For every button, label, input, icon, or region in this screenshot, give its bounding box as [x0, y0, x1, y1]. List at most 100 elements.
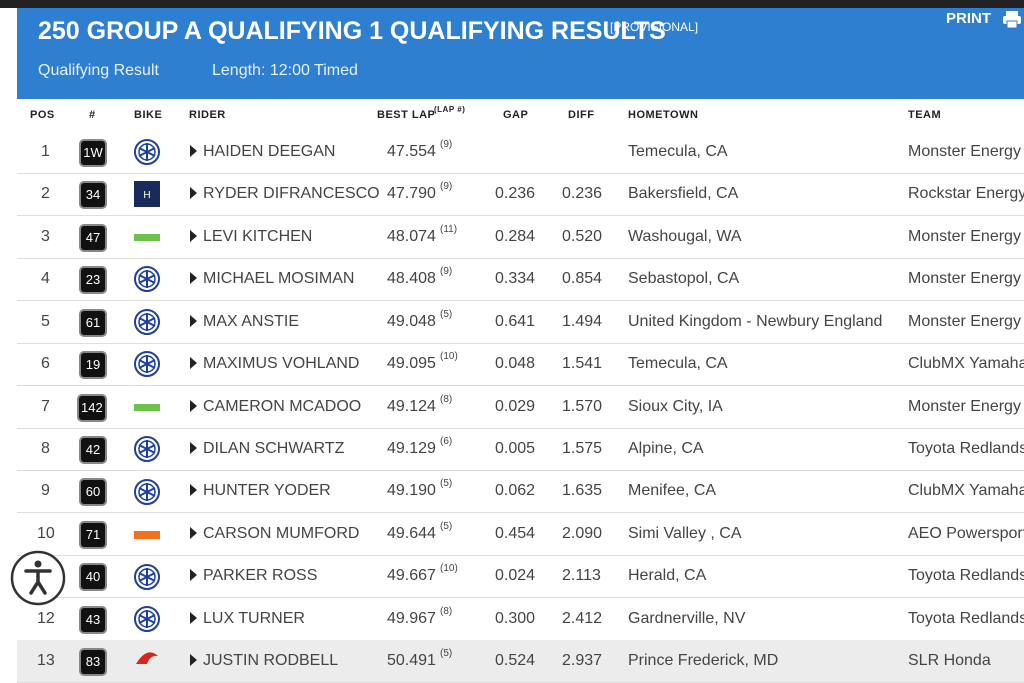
- print-button[interactable]: PRINT: [946, 10, 991, 27]
- rider-number: 34: [79, 181, 107, 210]
- position: 2: [41, 185, 50, 203]
- col-header: BEST LAP: [377, 109, 436, 121]
- lap-number: (5): [440, 520, 453, 532]
- rider-number: 42: [79, 435, 107, 464]
- rider-name: LEVI KITCHEN: [203, 227, 313, 245]
- header: [17, 8, 1024, 99]
- diff: 0.520: [562, 227, 603, 245]
- expand-arrow: [190, 145, 197, 157]
- length: Length: 12:00 Timed: [212, 62, 358, 79]
- expand-arrow: [190, 187, 197, 200]
- position: 12: [37, 609, 55, 627]
- gap: 0.048: [495, 355, 536, 373]
- best-lap: 50.491: [387, 652, 436, 670]
- gap: 0.454: [495, 524, 536, 542]
- team: SLR Honda: [908, 652, 991, 670]
- hometown: Herald, CA: [628, 567, 707, 585]
- lap-number: (9): [440, 139, 453, 150]
- table-row: 1 1W HAIDEN DEEGAN 47.554 (9) Temecula, CA Mon…: [17, 131, 1024, 174]
- team: Monster Energy: [908, 397, 1021, 415]
- rider-name: LUX TURNER: [203, 609, 305, 627]
- print-icon[interactable]: [1002, 10, 1022, 30]
- team: ClubMX Yamaha: [908, 355, 1024, 373]
- rider-name: MAXIMUS VOHLAND: [203, 355, 360, 373]
- position: 7: [41, 397, 50, 415]
- best-lap: 49.644: [387, 524, 436, 542]
- gap: 0.334: [495, 270, 536, 288]
- rider-number: 142: [77, 393, 107, 422]
- best-lap: 49.967: [387, 609, 436, 627]
- rider-name: RYDER DIFRANCESCO: [203, 185, 380, 203]
- hometown: Sioux City, IA: [628, 397, 723, 415]
- position: 8: [41, 439, 50, 457]
- subtitle: Qualifying Result: [38, 62, 159, 79]
- team: Monster Energy: [908, 312, 1021, 330]
- best-lap: 47.554: [387, 143, 436, 160]
- lap-number: (5): [440, 308, 453, 320]
- rider-name: MICHAEL MOSIMAN: [203, 270, 355, 288]
- expand-arrow: [190, 441, 197, 454]
- position: 1: [41, 143, 50, 160]
- col-header: GAP: [503, 109, 529, 121]
- col-header: POS: [30, 109, 55, 121]
- expand-arrow: [190, 526, 197, 539]
- position: 13: [37, 652, 55, 670]
- best-lap: 49.667: [387, 567, 436, 585]
- lap-number: (6): [440, 435, 453, 447]
- hometown: Washougal, WA: [628, 227, 742, 245]
- best-lap: 48.408: [387, 270, 436, 288]
- expand-arrow: [190, 357, 197, 370]
- best-lap: 49.095: [387, 355, 436, 373]
- rider-number: 1W: [79, 139, 107, 167]
- hometown: Gardnerville, NV: [628, 609, 746, 627]
- rider-number: 19: [79, 351, 107, 380]
- position: 11: [37, 567, 54, 585]
- gap: 0.062: [495, 482, 536, 500]
- position: 4: [41, 270, 50, 288]
- lap-number: (5): [440, 478, 453, 490]
- col-header: HOMETOWN: [628, 109, 699, 121]
- rider-name: CAMERON MCADOO: [203, 397, 362, 415]
- rider-number: 43: [79, 605, 107, 634]
- hometown: Bakersfield, CA: [628, 185, 739, 203]
- diff: 0.236: [562, 185, 603, 203]
- rider-number: 47: [79, 223, 107, 252]
- gap: 0.029: [495, 397, 536, 415]
- hometown: Sebastopol, CA: [628, 270, 740, 288]
- gap: 0.005: [495, 439, 536, 457]
- expand-arrow: [190, 611, 197, 624]
- rider-name: DILAN SCHWARTZ: [203, 439, 345, 457]
- expand-arrow: [190, 314, 197, 327]
- rider-name: MAX ANSTIE: [203, 312, 300, 330]
- table-row: 9 60 HUNTER YODER 49.190 (5) 0.062 1.635 Menife…: [17, 470, 1024, 514]
- team: Toyota Redlands: [908, 609, 1024, 627]
- col-header: #: [89, 109, 96, 121]
- table-row: 7 142 CAMERON MCADOO 49.124 (8) 0.029 1.570 Sio…: [17, 386, 1024, 429]
- rider-name: CARSON MUMFORD: [203, 524, 360, 542]
- lap-number: (8): [440, 605, 453, 617]
- rider-number: 23: [79, 266, 107, 295]
- team: AEO Powersports: [908, 524, 1024, 542]
- rider-name: HUNTER YODER: [203, 482, 331, 500]
- rider-name: HAIDEN DEEGAN: [203, 143, 336, 160]
- best-lap: 49.129: [387, 439, 436, 457]
- best-lap: 49.190: [387, 482, 436, 500]
- table-row: 5 61 MAX ANSTIE 49.048 (5) 0.641 1.494 United K…: [17, 301, 1024, 344]
- title: 250 GROUP A QUALIFYING 1 QUALIFYING RESU…: [38, 17, 666, 45]
- hometown: Menifee, CA: [628, 482, 717, 500]
- lap-number: (5): [440, 648, 453, 660]
- best-lap: 49.124: [387, 397, 436, 415]
- team: Monster Energy: [908, 270, 1021, 288]
- table-row: 13 83 JUSTIN RODBELL 50.491 (5) 0.524 2.937 Pri…: [17, 640, 1024, 683]
- expand-arrow: [190, 484, 197, 497]
- rider-number: 71: [79, 520, 107, 549]
- hometown: Alpine, CA: [628, 439, 704, 457]
- expand-arrow: [190, 272, 197, 285]
- lap-number: (11): [440, 223, 458, 235]
- best-lap: 47.790: [387, 185, 436, 203]
- rider-number: 40: [79, 563, 107, 592]
- team: ClubMX Yamaha: [908, 482, 1024, 500]
- position: 10: [37, 524, 55, 542]
- table-row: 2 34 RYDER DIFRANCESCO 47.790 (9) 0.236 0.236 B…: [17, 173, 1024, 217]
- expand-arrow: [190, 229, 197, 242]
